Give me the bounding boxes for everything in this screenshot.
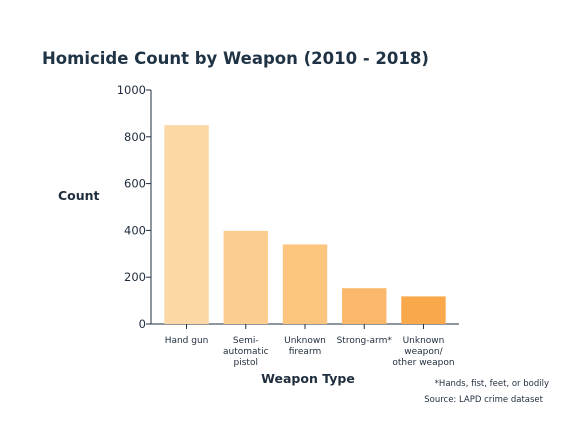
bar: [401, 296, 446, 324]
x-tick-label: Strong-arm*: [337, 336, 393, 346]
x-tick-label: Hand gun: [165, 336, 209, 346]
x-tick-label: Unknown weapon/other weapon: [392, 336, 454, 368]
y-tick-label: 0: [139, 317, 146, 331]
x-tick-label: Unknown firearm: [284, 336, 326, 357]
bar: [342, 288, 387, 324]
axes-layer: 0 200 400 600 800 1000: [117, 83, 459, 331]
bar: [282, 244, 328, 324]
y-tick-label: 800: [124, 130, 146, 144]
y-tick-label: 200: [124, 270, 146, 284]
footnote-source: Source: LAPD crime dataset: [424, 395, 543, 405]
y-tick-label: 1000: [117, 83, 146, 97]
y-tick-label: 400: [124, 223, 146, 237]
bars-layer: [164, 125, 446, 324]
bar: [223, 230, 268, 324]
x-axis-title: Weapon Type: [261, 371, 355, 386]
y-axis-title: Count: [58, 188, 100, 203]
footnote-note: *Hands, fist, feet, or bodily: [435, 379, 549, 389]
chart-title: Homicide Count by Weapon (2010 - 2018): [42, 49, 429, 68]
labels-layer: Hand gun Semi-automatic pistol Unknown firea…: [165, 336, 455, 368]
y-tick-label: 600: [124, 177, 146, 191]
x-tick-label: Semi-automatic pistol: [223, 336, 269, 368]
bar: [164, 125, 209, 324]
